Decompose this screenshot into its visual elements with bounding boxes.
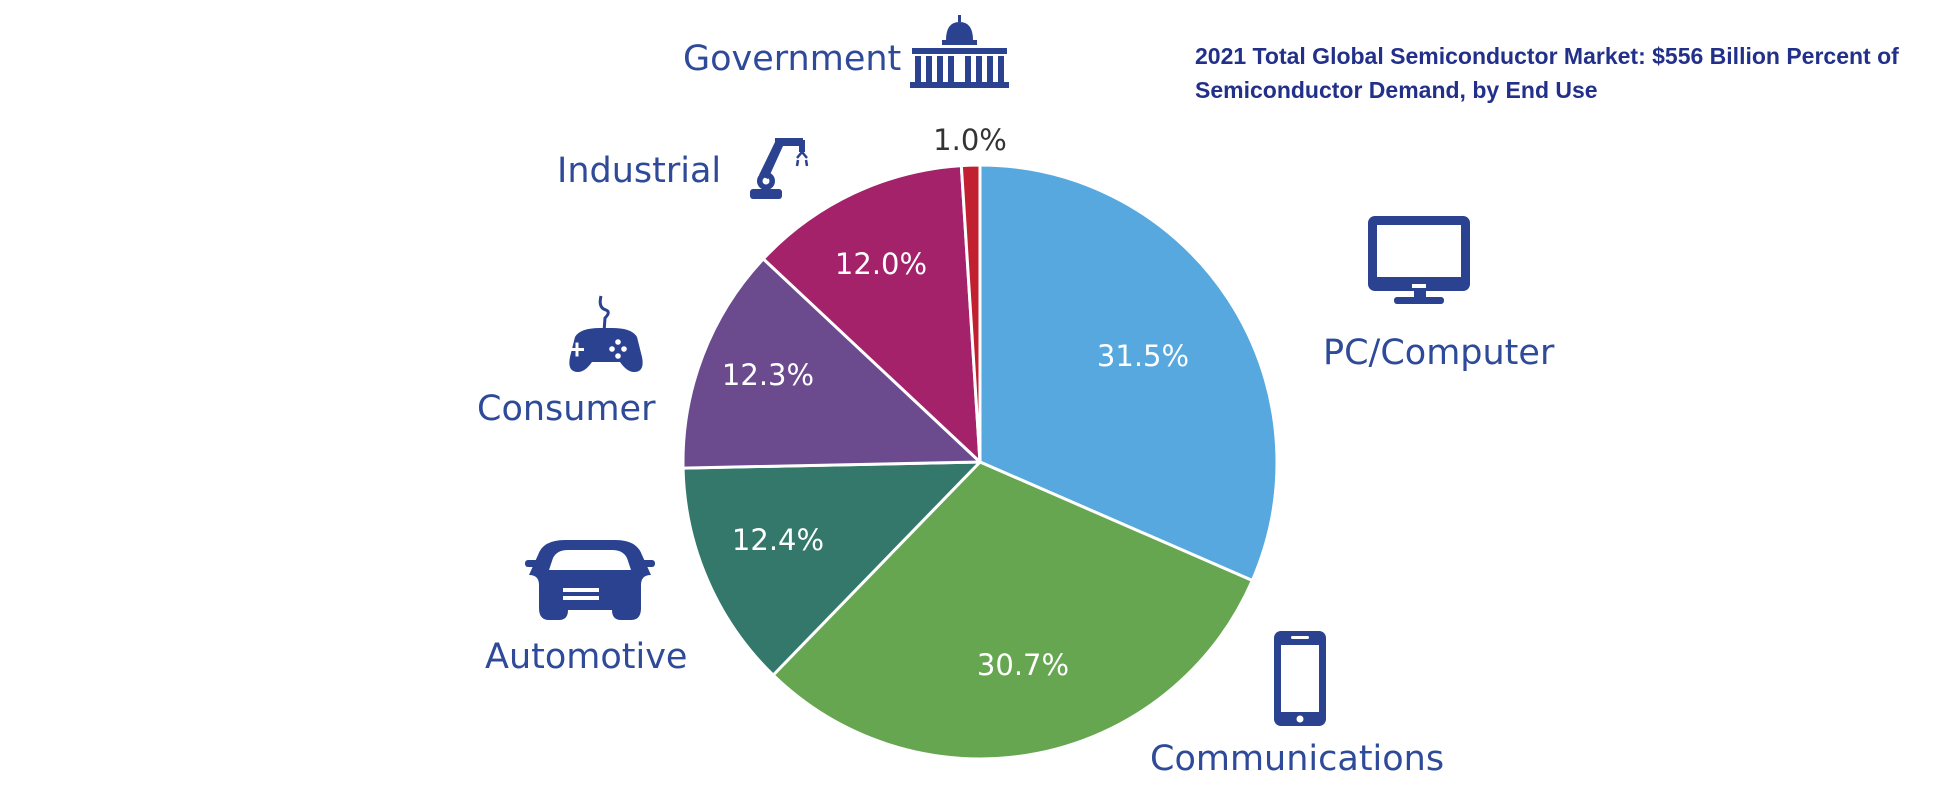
game-controller-icon (569, 295, 643, 372)
pie-slice-automotive (681, 460, 982, 677)
pie-slices (681, 163, 1279, 761)
category-label-industrial: Industrial (557, 151, 721, 191)
pie-slice-pc-computer (978, 163, 1279, 582)
monitor-icon (1368, 216, 1470, 304)
category-label-government: Government (683, 39, 901, 79)
chart-title: 2021 Total Global Semiconductor Market: … (1195, 43, 1905, 103)
category-label-automotive: Automotive (485, 637, 687, 677)
robotic-arm-icon (750, 138, 809, 199)
capitol-building-icon (910, 15, 1009, 88)
car-icon (525, 540, 655, 620)
category-label-consumer: Consumer (477, 389, 656, 429)
slice-value-label-consumer: 12.3% (722, 358, 814, 392)
slice-value-label-pc-computer: 31.5% (1097, 339, 1189, 373)
category-label-pc-computer: PC/Computer (1323, 333, 1555, 373)
pie-slice-government (959, 163, 982, 464)
slice-value-label-government: 1.0% (933, 123, 1007, 157)
slice-value-label-communications: 30.7% (977, 648, 1069, 682)
pie-slice-industrial (761, 164, 982, 464)
slice-value-label-industrial: 12.0% (835, 247, 927, 281)
chart-title-line-2: Semiconductor Demand, by End Use (1195, 77, 1598, 103)
slice-value-label-automotive: 12.4% (732, 523, 824, 557)
chart-title-line-1: 2021 Total Global Semiconductor Market: … (1195, 43, 1899, 69)
pie-slice-communications (771, 460, 1254, 761)
smartphone-icon (1274, 631, 1326, 726)
category-label-communications: Communications (1150, 739, 1444, 779)
pie-slice-consumer (681, 257, 982, 470)
